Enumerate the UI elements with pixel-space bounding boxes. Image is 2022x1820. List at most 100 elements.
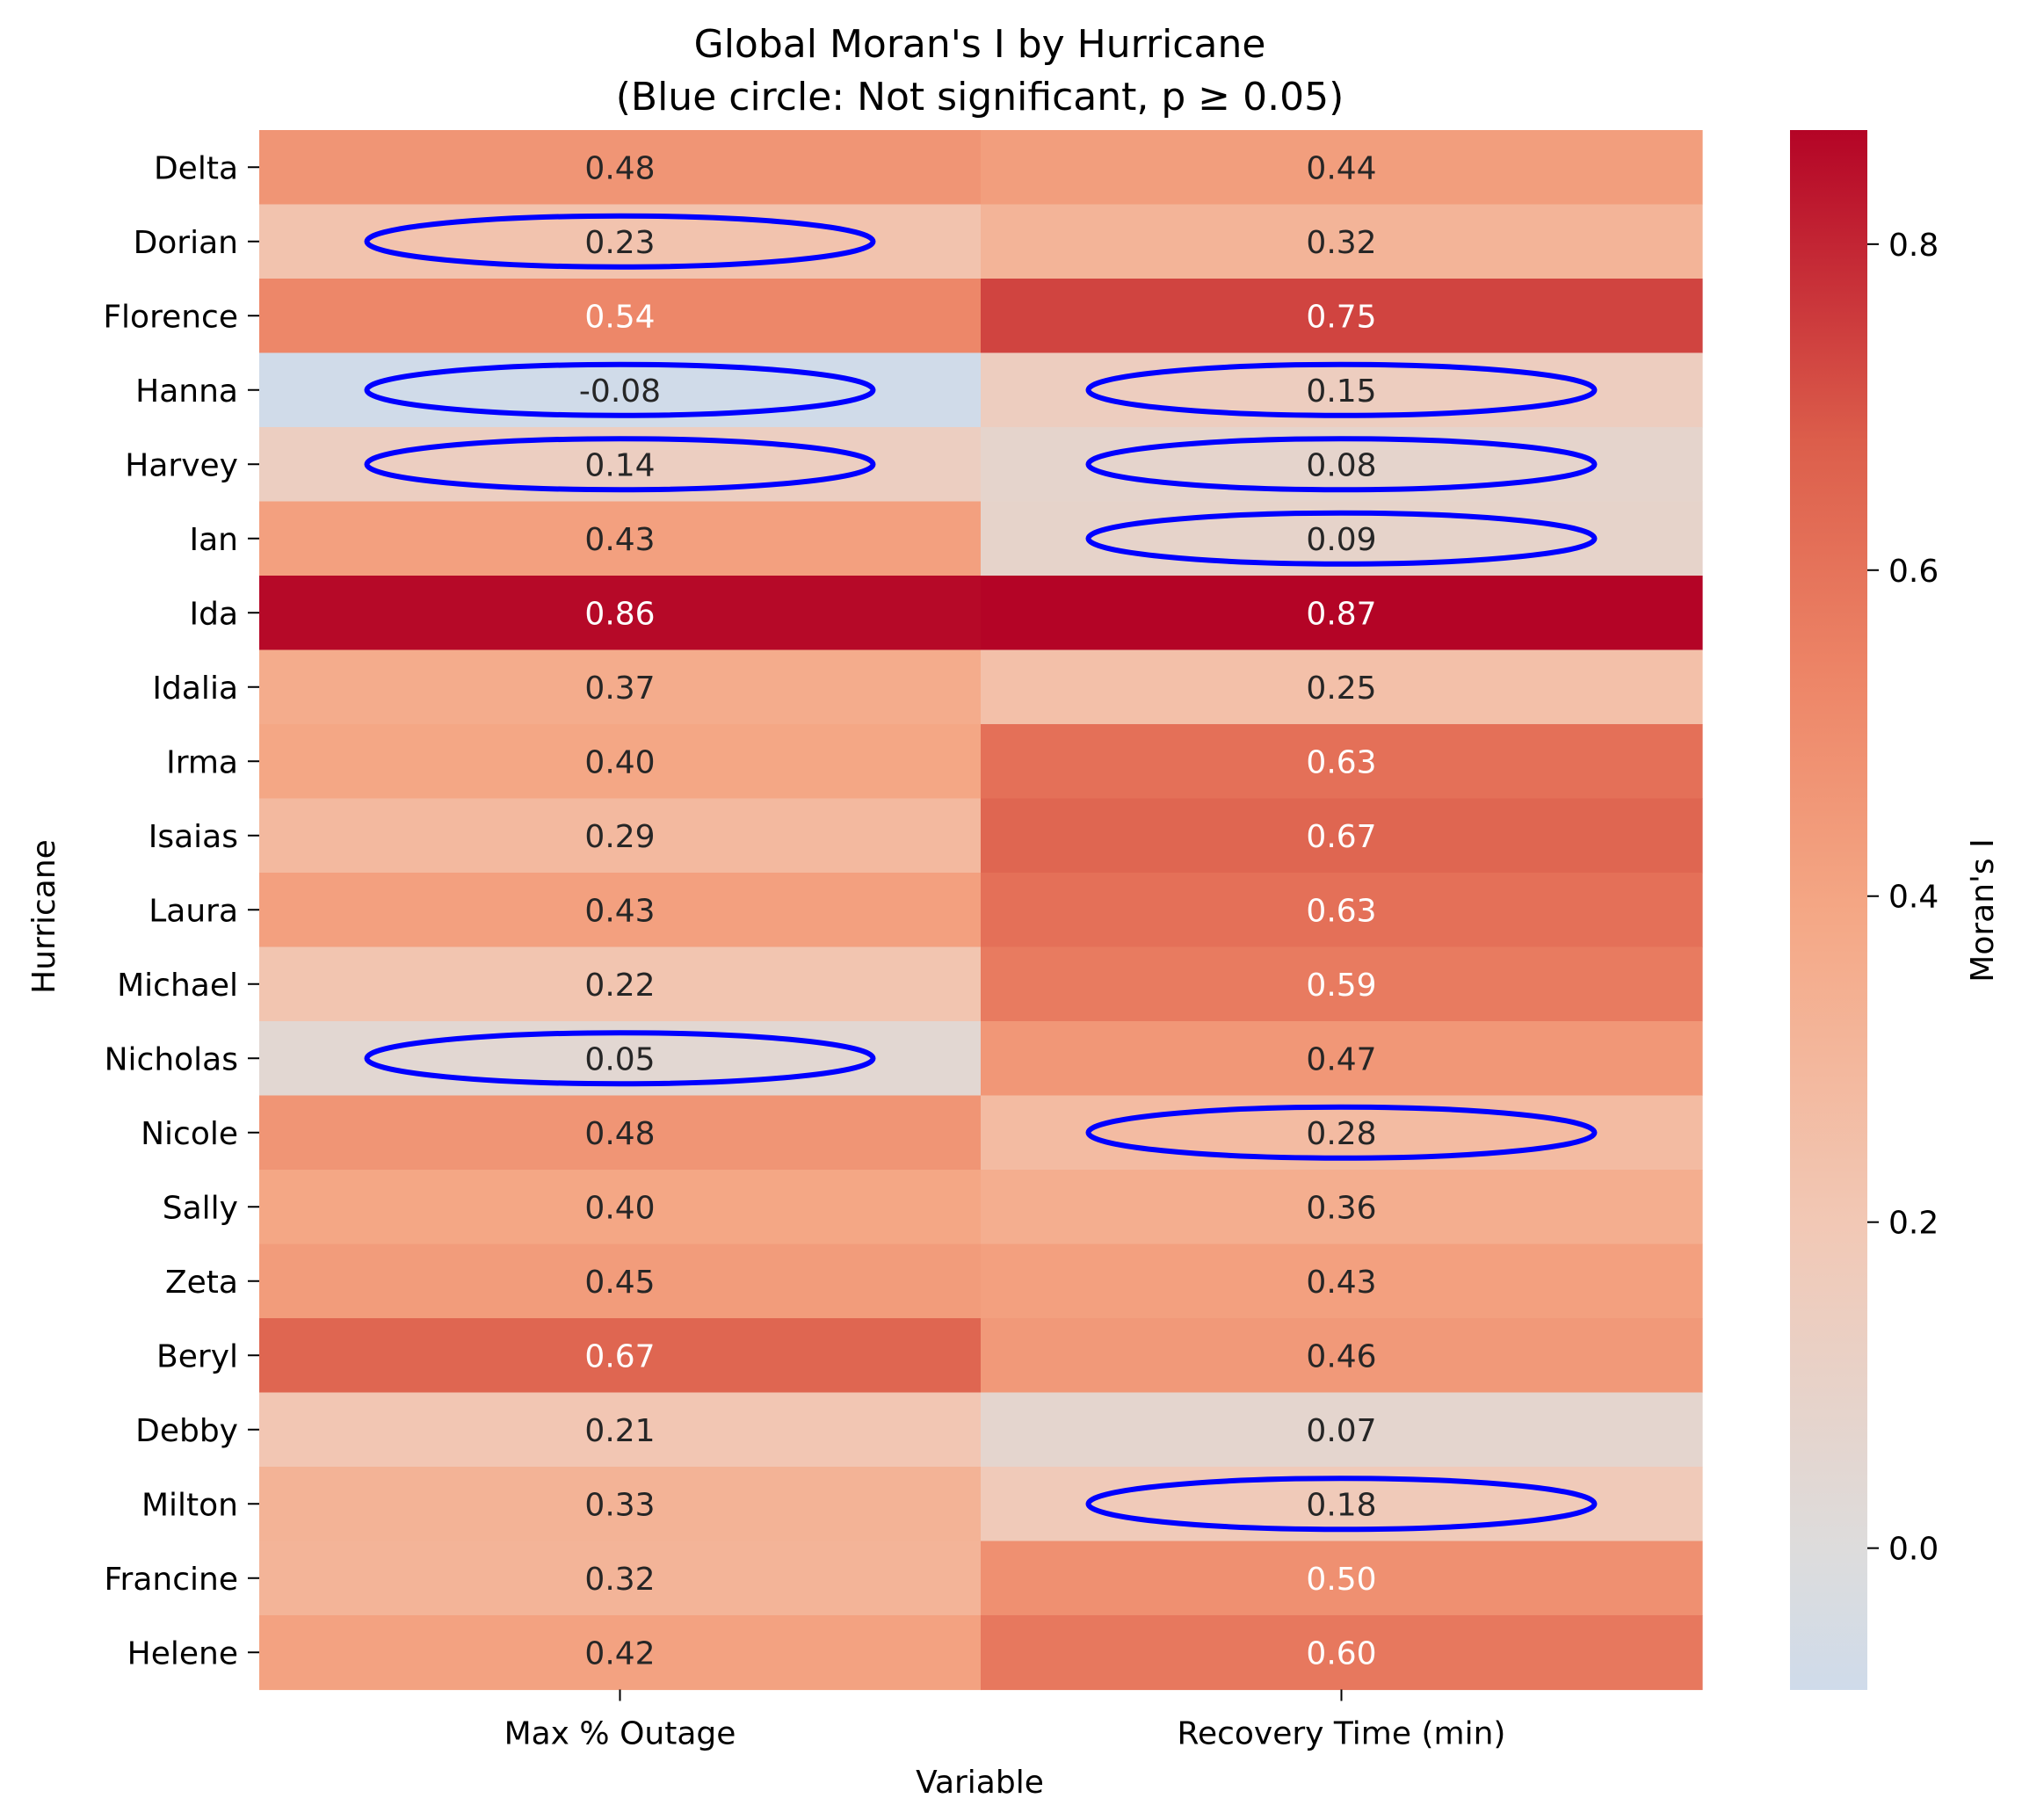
cell-value-label: 0.44 xyxy=(1306,150,1376,186)
y-tick-label: Ian xyxy=(190,522,239,558)
cell-value-label: 0.60 xyxy=(1306,1635,1376,1671)
heatmap-cell xyxy=(981,130,1703,206)
significance-markers xyxy=(364,213,1598,1533)
cell-value-label: 0.18 xyxy=(1306,1487,1376,1523)
cell-value-label: 0.87 xyxy=(1306,596,1376,632)
y-tick-label: Helene xyxy=(127,1635,238,1671)
cell-value-label: 0.29 xyxy=(584,819,655,855)
cell-value-label: 0.33 xyxy=(584,1487,655,1523)
y-tick-label: Nicole xyxy=(141,1116,238,1152)
cell-value-label: 0.37 xyxy=(584,671,655,707)
cell-value-label: 0.43 xyxy=(584,522,655,558)
cell-value-label: 0.36 xyxy=(1306,1190,1376,1226)
cell-value-label: 0.67 xyxy=(584,1338,655,1374)
cell-value-label: 0.07 xyxy=(1306,1413,1376,1449)
colorbar xyxy=(1790,130,1867,1690)
y-axis-label: Hurricane xyxy=(26,839,62,994)
cell-value-label: 0.40 xyxy=(584,1190,655,1226)
cell-value-label: 0.14 xyxy=(584,447,655,483)
not-significant-marker xyxy=(1085,436,1598,493)
y-tick-label: Dorian xyxy=(134,225,238,261)
heatmap-cell xyxy=(981,576,1703,651)
cell-value-label: 0.09 xyxy=(1306,522,1376,558)
heatmap-cell xyxy=(981,946,1703,1022)
y-tick-label: Isaias xyxy=(149,819,238,855)
heatmap-cell xyxy=(981,649,1703,725)
heatmap-cell xyxy=(981,1244,1703,1319)
y-tick-label: Florence xyxy=(103,299,238,335)
x-tick-label: Max % Outage xyxy=(504,1716,736,1752)
heatmap-cell xyxy=(259,576,982,651)
heatmap-cell xyxy=(981,1170,1703,1245)
cell-value-label: 0.54 xyxy=(584,299,655,335)
cell-value-label: 0.32 xyxy=(584,1562,655,1598)
not-significant-marker xyxy=(1085,1476,1598,1533)
colorbar-tick-label: 0.8 xyxy=(1888,228,1939,264)
y-tick-label: Idalia xyxy=(152,671,238,707)
y-tick-label: Delta xyxy=(154,150,238,186)
cell-value-label: 0.08 xyxy=(1306,447,1376,483)
cell-value-label: 0.63 xyxy=(1306,744,1376,780)
cell-value-label: 0.48 xyxy=(584,150,655,186)
cell-value-label: 0.45 xyxy=(584,1265,655,1301)
heatmap-cell xyxy=(259,1318,982,1394)
heatmap-cell xyxy=(981,798,1703,874)
cell-value-label: 0.05 xyxy=(584,1041,655,1077)
cell-value-label: 0.59 xyxy=(1306,968,1376,1004)
not-significant-marker xyxy=(364,436,876,493)
not-significant-marker xyxy=(364,361,876,418)
y-tick-label: Francine xyxy=(104,1562,238,1598)
x-tick-label: Recovery Time (min) xyxy=(1178,1716,1506,1752)
heatmap-cell xyxy=(259,130,982,206)
not-significant-marker xyxy=(364,213,876,270)
not-significant-marker xyxy=(364,1030,876,1087)
cell-value-label: 0.43 xyxy=(1306,1265,1376,1301)
cell-value-label: 0.47 xyxy=(1306,1041,1376,1077)
cell-value-label: 0.42 xyxy=(584,1635,655,1671)
heatmap-cells xyxy=(259,130,1703,1691)
chart-subtitle: (Blue circle: Not significant, p ≥ 0.05) xyxy=(616,75,1344,120)
y-tick-label: Harvey xyxy=(125,447,238,483)
heatmap-cell xyxy=(981,1615,1703,1691)
y-tick-label: Ida xyxy=(189,596,238,632)
cell-value-label: 0.40 xyxy=(584,744,655,780)
heatmap-cell xyxy=(981,1021,1703,1097)
heatmap-cell xyxy=(981,1392,1703,1468)
y-tick-label: Laura xyxy=(149,893,238,929)
cell-value-label: 0.25 xyxy=(1306,671,1376,707)
heatmap-cell xyxy=(259,1095,982,1171)
heatmap-cell xyxy=(981,1318,1703,1394)
heatmap-cell xyxy=(259,1392,982,1468)
colorbar-tick-label: 0.4 xyxy=(1888,880,1939,916)
heatmap-cell xyxy=(259,501,982,576)
colorbar-tick-label: 0.6 xyxy=(1888,554,1939,590)
y-tick-label: Beryl xyxy=(156,1338,238,1374)
cell-value-label: 0.63 xyxy=(1306,893,1376,929)
x-axis-ticks: Max % Outage Recovery Time (min) xyxy=(504,1689,1506,1752)
heatmap-cell xyxy=(259,724,982,800)
heatmap-cell xyxy=(259,1170,982,1245)
heatmap-cell xyxy=(259,798,982,874)
cell-value-label: 0.21 xyxy=(584,1413,655,1449)
cell-value-label: 0.75 xyxy=(1306,299,1376,335)
cell-value-label: 0.28 xyxy=(1306,1116,1376,1152)
x-axis-label: Variable xyxy=(916,1765,1044,1801)
cell-value-labels: 0.48 0.44 0.23 0.32 0.54 0.75 -0.08 0.15 0.14 0.0… xyxy=(579,150,1377,1671)
y-tick-label: Zeta xyxy=(165,1265,238,1301)
colorbar-label: Moran's I xyxy=(1965,838,2001,982)
y-tick-label: Hanna xyxy=(135,373,238,410)
cell-value-label: 0.23 xyxy=(584,225,655,261)
cell-value-label: 0.50 xyxy=(1306,1562,1376,1598)
not-significant-marker xyxy=(1085,510,1598,567)
cell-value-label: 0.48 xyxy=(584,1116,655,1152)
heatmap-cell xyxy=(259,1244,982,1319)
cell-value-label: 0.43 xyxy=(584,893,655,929)
heatmap-cell xyxy=(259,1467,982,1542)
cell-value-label: 0.22 xyxy=(584,968,655,1004)
colorbar-tick-label: 0.2 xyxy=(1888,1206,1939,1242)
heatmap-cell xyxy=(981,873,1703,948)
heatmap-cell xyxy=(259,946,982,1022)
heatmap-cell xyxy=(259,649,982,725)
heatmap-cell xyxy=(259,279,982,354)
